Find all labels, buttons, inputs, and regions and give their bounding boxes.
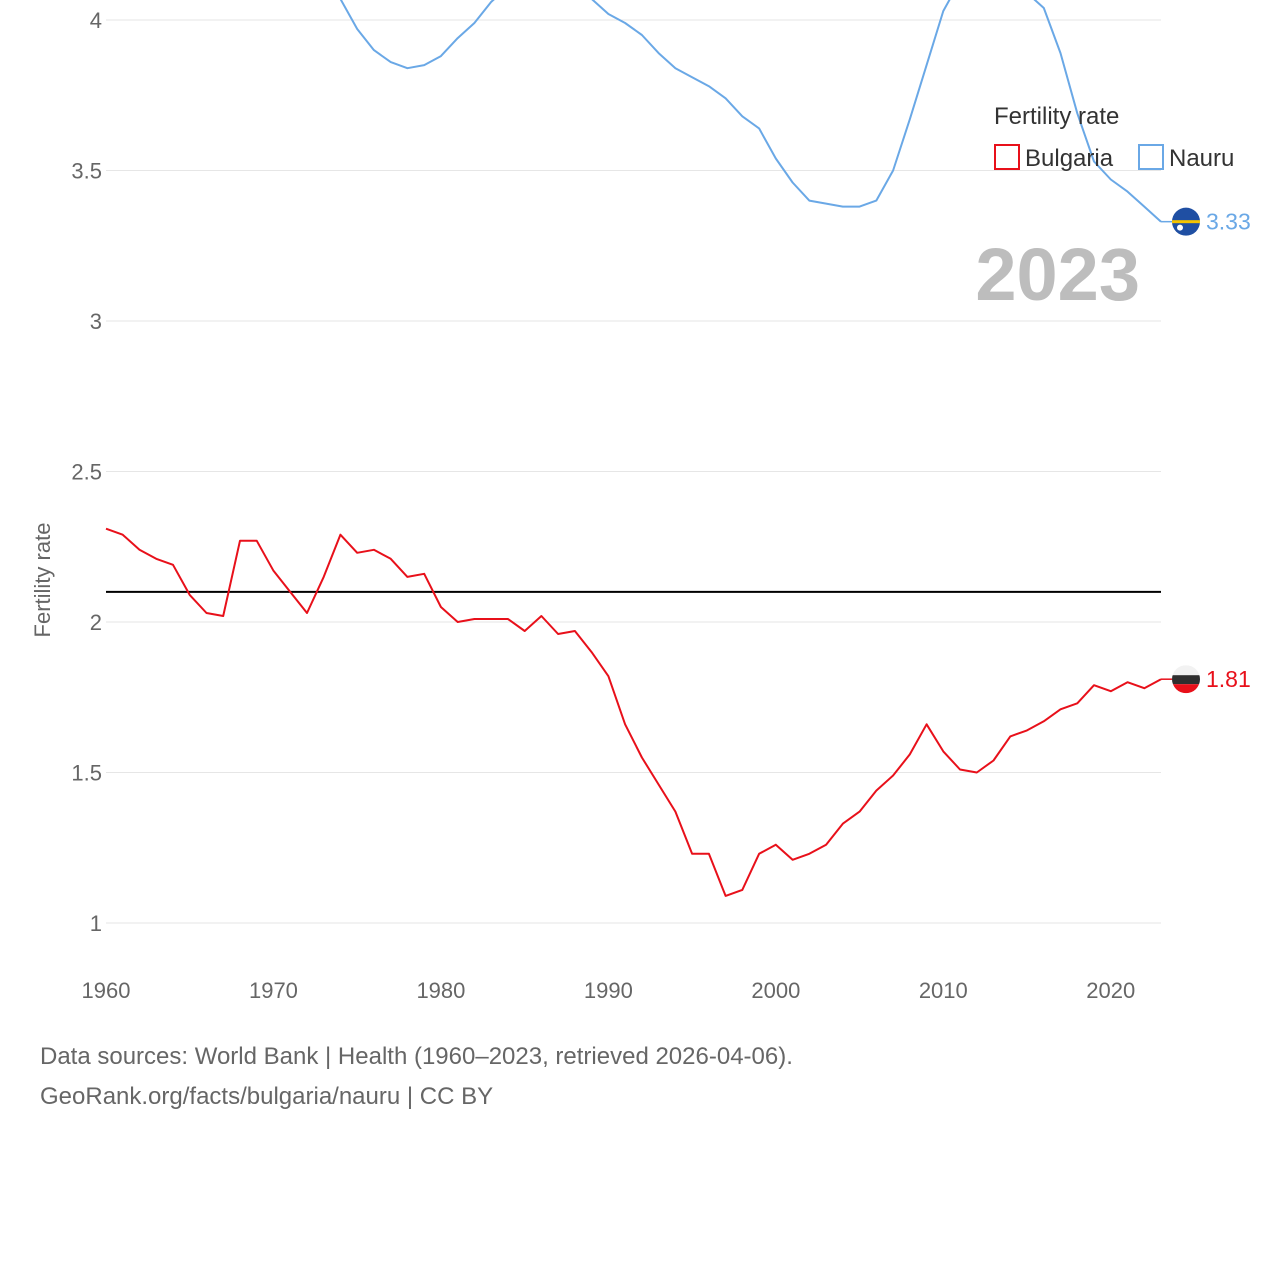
source-url: GeoRank.org/facts/bulgaria/nauru | CC BY <box>40 1083 494 1110</box>
legend-item-nauru[interactable]: Nauru <box>1138 144 1234 172</box>
x-tick-label: 2010 <box>919 978 968 1003</box>
x-tick-label: 1990 <box>584 978 633 1003</box>
flag-nauru-icon <box>1172 207 1200 236</box>
x-axis-ticks: 1960 1970 1980 1990 2000 2010 2020 <box>82 978 1136 1003</box>
series-line-nauru <box>339 0 1162 223</box>
flag-bulgaria-icon <box>1172 665 1200 694</box>
legend-swatch-nauru <box>1138 144 1164 170</box>
legend: Fertility rate Bulgaria Nauru <box>994 103 1234 172</box>
y-tick-label: 1 <box>90 911 102 936</box>
y-tick-label: 1.5 <box>71 761 102 786</box>
legend-label-nauru: Nauru <box>1169 145 1234 172</box>
y-tick-label: 2 <box>90 610 102 635</box>
x-tick-label: 2000 <box>751 978 800 1003</box>
y-tick-label: 2.5 <box>71 460 102 485</box>
series-line-bulgaria <box>105 527 1162 897</box>
y-axis-label: Fertility rate <box>30 523 55 638</box>
end-markers: 1.81 3.33 <box>1161 207 1251 694</box>
y-tick-label: 3.5 <box>71 159 102 184</box>
y-axis-ticks: 11.522.533.544.555.5 <box>71 8 102 936</box>
legend-title: Fertility rate <box>994 103 1119 130</box>
x-tick-label: 2020 <box>1086 978 1135 1003</box>
y-tick-label: 4 <box>90 8 102 33</box>
x-tick-label: 1960 <box>82 978 131 1003</box>
x-tick-label: 1970 <box>249 978 298 1003</box>
legend-item-bulgaria[interactable]: Bulgaria <box>994 144 1114 172</box>
x-tick-label: 1980 <box>416 978 465 1003</box>
data-source-note: Data sources: World Bank | Health (1960–… <box>40 1043 793 1070</box>
series-lines <box>105 0 1162 897</box>
gridlines <box>106 19 1161 924</box>
end-value-bulgaria: 1.81 <box>1206 666 1251 692</box>
y-tick-label: 3 <box>90 309 102 334</box>
end-value-nauru: 3.33 <box>1206 209 1251 235</box>
legend-swatch-bulgaria <box>994 144 1020 170</box>
year-stamp: 2023 <box>975 233 1140 316</box>
legend-label-bulgaria: Bulgaria <box>1025 145 1114 172</box>
